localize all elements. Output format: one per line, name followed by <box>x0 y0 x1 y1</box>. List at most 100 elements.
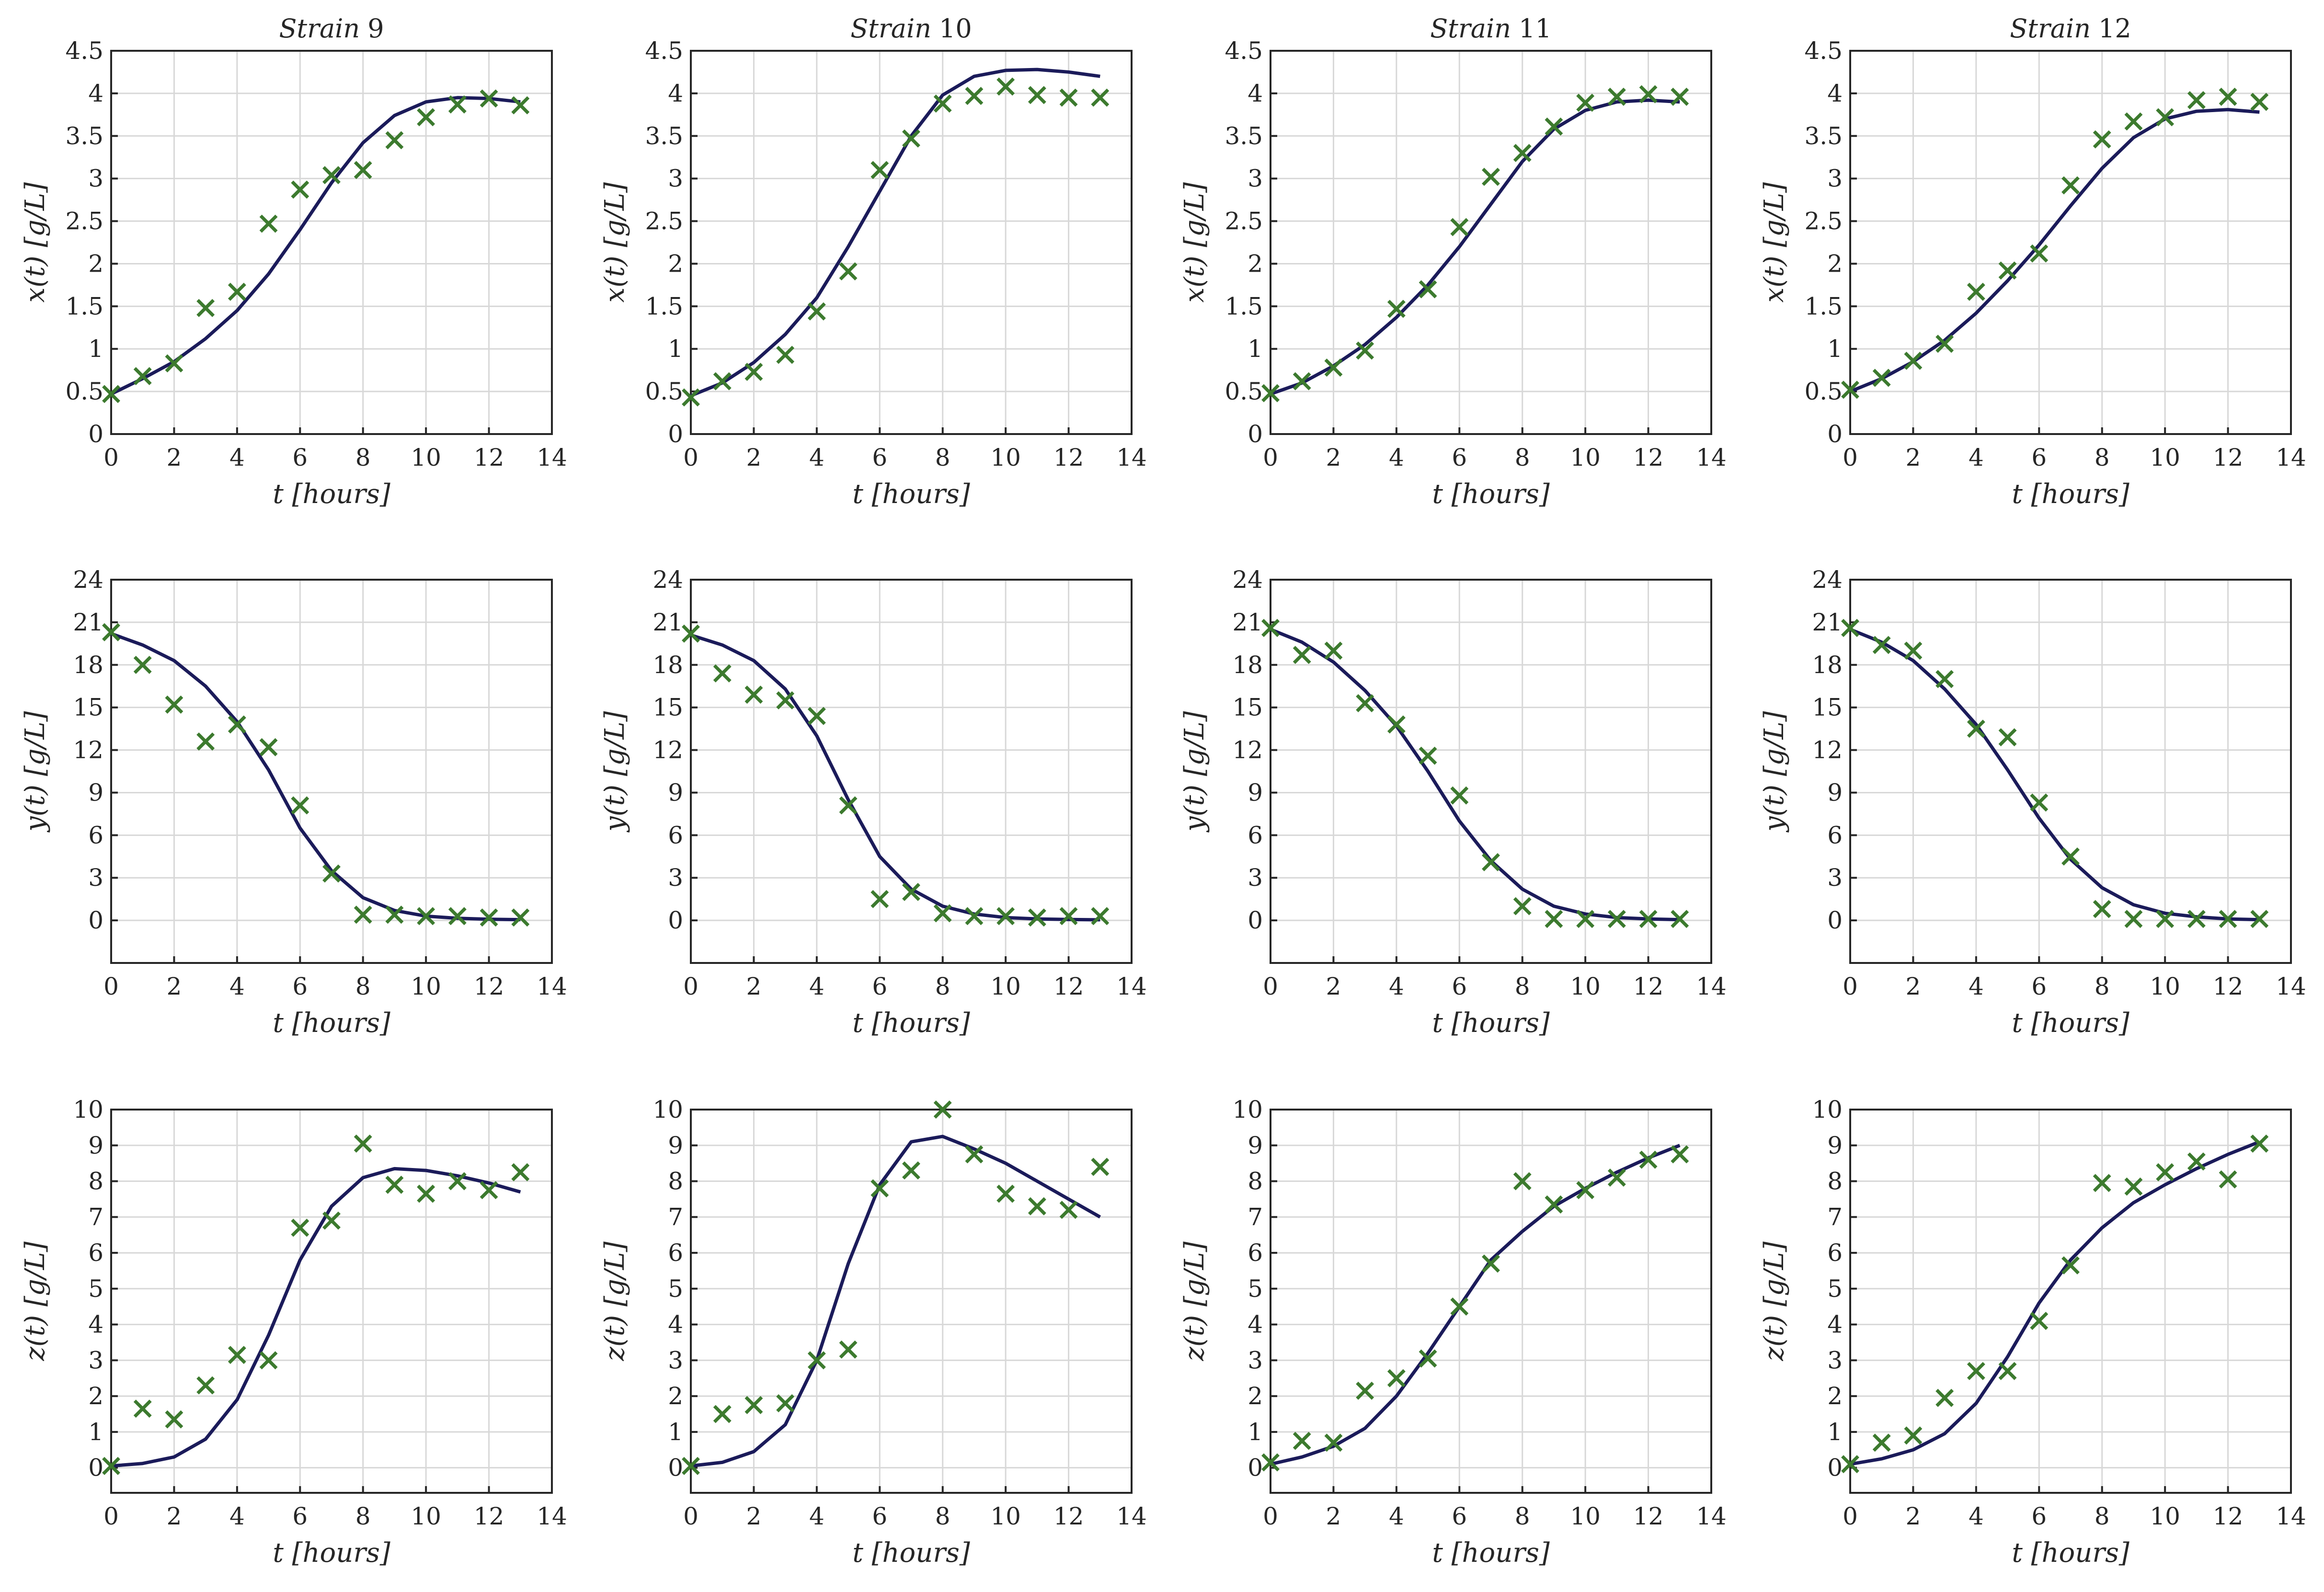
x-tick-label: 6 <box>872 444 887 471</box>
y-tick-label: 1.5 <box>645 292 683 320</box>
x-tick-label: 10 <box>1570 973 1601 1000</box>
measured-point <box>1419 746 1437 765</box>
y-tick-label: 6 <box>1827 1239 1843 1267</box>
y-tick-label: 0 <box>1827 420 1843 448</box>
x-tick-label: 4 <box>1969 444 1984 471</box>
y-tick-label: 6 <box>88 1239 103 1267</box>
y-tick-label: 3 <box>1827 1346 1843 1374</box>
x-tick-label: 10 <box>1570 444 1601 471</box>
x-tick-label: 8 <box>1515 1502 1530 1530</box>
measured-point <box>2156 910 2175 928</box>
x-tick-label: 4 <box>1969 1502 1984 1530</box>
y-tick-label: 5 <box>1827 1275 1843 1303</box>
axes-box <box>690 1109 1133 1494</box>
measured-point <box>1607 88 1626 106</box>
measured-point <box>1059 88 1078 107</box>
panel-title-prefix: Strain <box>1430 13 1511 44</box>
y-tick-label: 1 <box>1248 335 1263 363</box>
model-series-line <box>1270 98 1680 396</box>
measured-point <box>933 904 952 923</box>
y-tick-label: 1 <box>1827 335 1843 363</box>
y-tick-label: 3 <box>1248 165 1263 193</box>
measured-point <box>165 695 183 714</box>
y-tick-label: 0 <box>88 906 103 934</box>
axes-box <box>110 579 553 964</box>
measured-point <box>933 94 952 113</box>
y-tick-label: 6 <box>88 821 103 849</box>
measured-point <box>2124 910 2143 928</box>
x-tick-label: 12 <box>1053 444 1084 471</box>
measured-point <box>1293 372 1311 390</box>
x-tick-label: 12 <box>1633 973 1664 1000</box>
measured-point <box>385 1176 404 1194</box>
measured-point <box>870 890 889 908</box>
panel-strain-10-x: 0 0.5 1 1.5 2 2.5 3 3.5 4 4.5 0 2 4 6 8 10 12 14 t [hours]… <box>599 13 1147 510</box>
measured-point <box>1513 144 1532 162</box>
panel-title-prefix: Strain <box>2010 13 2091 44</box>
measured-point <box>902 1161 920 1180</box>
model-series-line <box>1850 1140 2260 1466</box>
measured-point <box>354 1134 372 1153</box>
measured-point <box>511 908 530 927</box>
measured-point <box>1482 168 1500 186</box>
measured-point <box>1967 283 1985 301</box>
y-tick-label: 0.5 <box>645 378 683 405</box>
measured-point <box>1091 1157 1110 1176</box>
x-tick-label: 14 <box>2276 444 2306 471</box>
axes-box <box>1849 50 2292 435</box>
measured-point <box>2219 88 2237 106</box>
y-tick-label: 3 <box>1827 864 1843 892</box>
y-tick-label: 12 <box>73 736 103 764</box>
x-tick-label: 14 <box>1116 1502 1147 1530</box>
measured-point <box>1091 88 1110 107</box>
y-tick-label: 8 <box>88 1168 103 1195</box>
y-tick-label: 3 <box>1248 864 1263 892</box>
measured-point <box>1841 1455 1859 1474</box>
y-tick-label: 1 <box>1827 1418 1843 1446</box>
measured-point <box>2219 910 2237 928</box>
x-tick-label: 4 <box>229 444 245 471</box>
x-tick-label: 4 <box>809 444 824 471</box>
y-tick-label: 6 <box>1827 821 1843 849</box>
y-tick-label: 12 <box>1812 736 1843 764</box>
y-tick-label: 10 <box>1812 1096 1843 1123</box>
y-tick-label: 6 <box>1248 1239 1263 1267</box>
model-series-line <box>1270 628 1680 922</box>
y-tick-label: 9 <box>1827 779 1843 806</box>
measured-point <box>839 262 858 281</box>
x-tick-label: 4 <box>229 973 245 1000</box>
x-tick-label: 8 <box>355 973 371 1000</box>
y-tick-label: 0.5 <box>1804 378 1843 405</box>
y-tick-label: 18 <box>1232 651 1263 679</box>
y-tick-label: 6 <box>668 1239 683 1267</box>
y-tick-label: 0 <box>1827 906 1843 934</box>
measured-point <box>1387 1369 1406 1387</box>
measured-point <box>1545 1195 1563 1214</box>
measured-point <box>385 905 404 924</box>
measured-point <box>870 160 889 179</box>
y-tick-label: 21 <box>1812 608 1843 636</box>
measured-point <box>480 1181 498 1200</box>
measured-point <box>1450 786 1469 805</box>
measured-point <box>870 1179 889 1198</box>
x-tick-label: 4 <box>229 1502 245 1530</box>
measured-point <box>1545 117 1563 136</box>
measured-point <box>2187 1152 2206 1171</box>
model-series-line <box>110 632 521 922</box>
x-tick-label: 2 <box>1326 973 1341 1000</box>
y-tick-label: 15 <box>1232 694 1263 722</box>
x-tick-label: 12 <box>2213 973 2244 1000</box>
measured-point <box>713 664 732 683</box>
y-tick-label: 9 <box>668 779 683 806</box>
y-tick-label: 4 <box>1827 1311 1843 1339</box>
measured-point <box>807 707 826 725</box>
x-tick-label: 2 <box>1906 1502 1921 1530</box>
y-tick-label: 2 <box>1827 250 1843 277</box>
measured-point <box>713 1405 732 1423</box>
x-tick-label: 4 <box>1969 973 1984 1000</box>
panel-title-prefix: Strain <box>850 13 931 44</box>
x-tick-label: 0 <box>683 973 698 1000</box>
y-tick-label: 0 <box>668 1454 683 1482</box>
measured-point <box>1671 88 1689 106</box>
